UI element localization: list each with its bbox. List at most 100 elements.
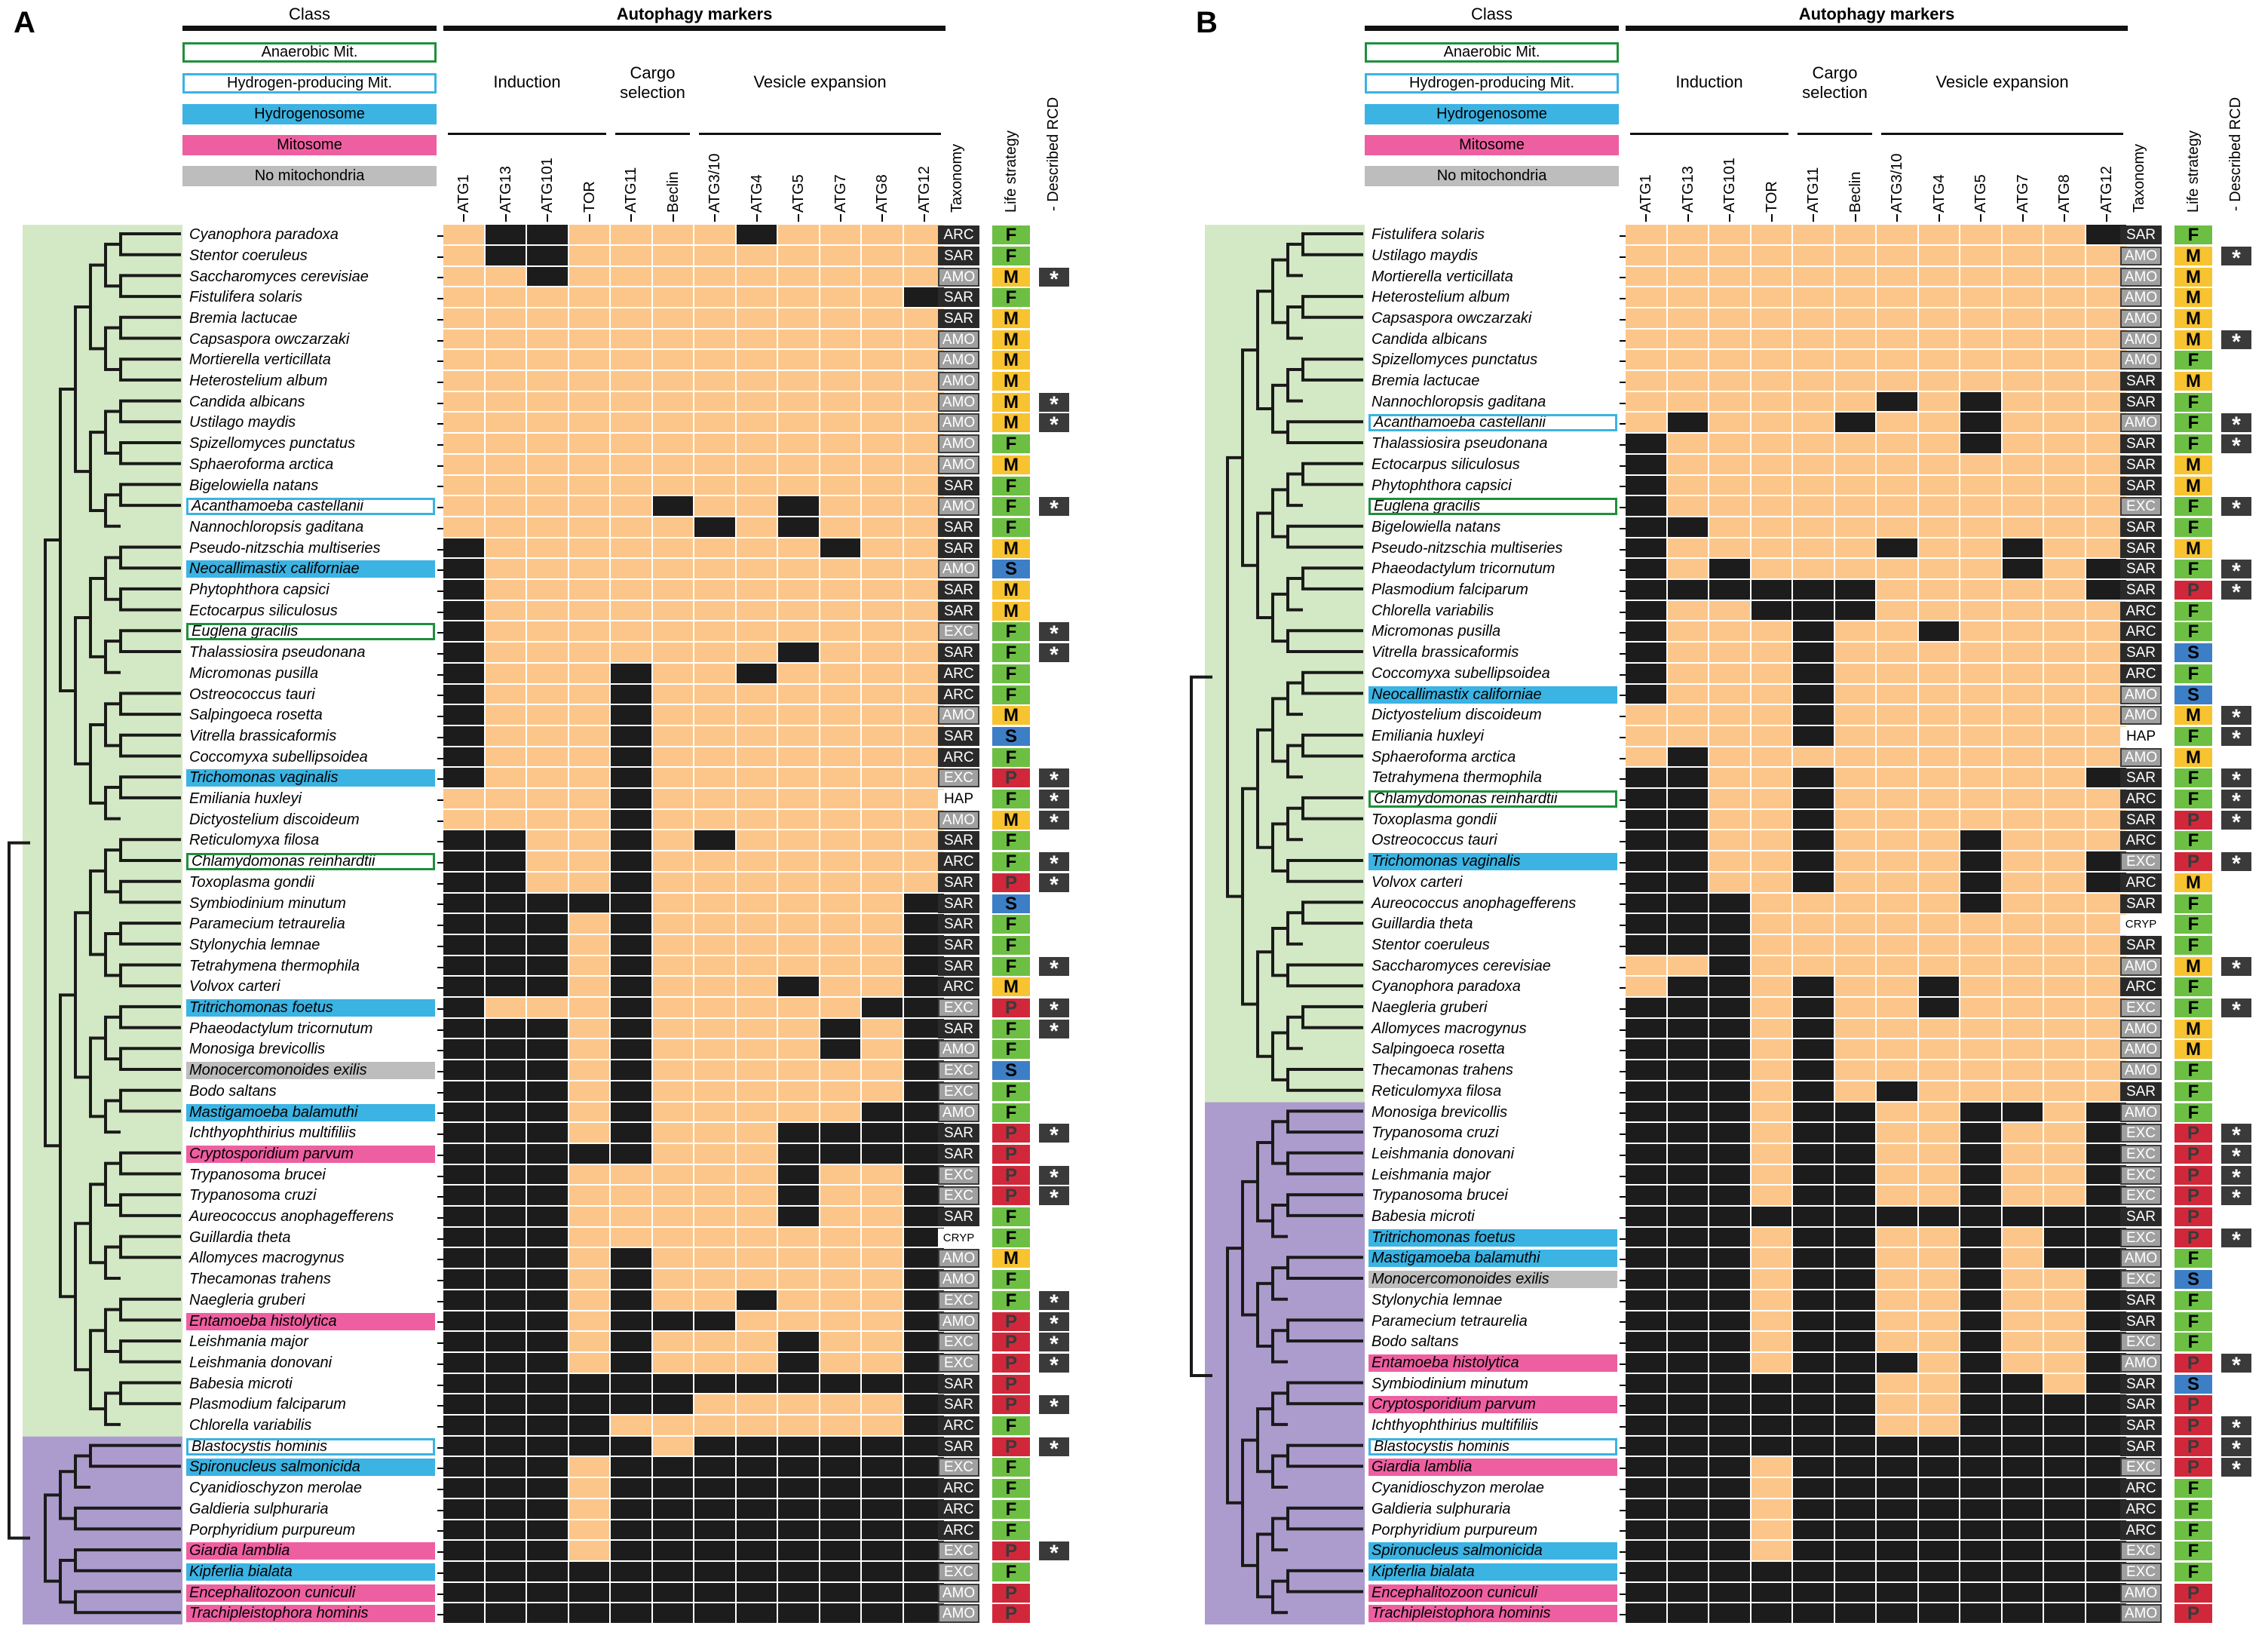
species-label: Tritrichomonas foetus	[186, 999, 435, 1017]
marker-cell	[611, 1143, 653, 1165]
marker-cell	[820, 1123, 862, 1144]
marker-cell	[611, 1248, 653, 1270]
life-strategy-badge: F	[992, 246, 1030, 265]
marker-cell	[1834, 643, 1877, 664]
taxonomy-badge: ARC	[938, 664, 979, 683]
described-rcd-marker: *	[2221, 434, 2251, 459]
marker-cell	[862, 1457, 904, 1479]
marker-cell	[694, 1269, 737, 1290]
marker-cell	[569, 1143, 611, 1165]
marker-cell	[736, 747, 778, 768]
marker-cell	[2044, 663, 2086, 685]
marker-cell	[736, 1561, 778, 1583]
marker-cell	[1626, 266, 1668, 288]
marker-cell	[1751, 434, 1793, 455]
marker-cell	[1960, 245, 2003, 267]
row-tick	[1620, 1321, 1626, 1324]
marker-cell	[1960, 1561, 2003, 1583]
species-label: Babesia microti	[1372, 1208, 1475, 1225]
marker-cell	[443, 496, 486, 517]
taxonomy-badge: SAR	[2120, 392, 2162, 412]
taxonomy-badge: EXC	[2120, 497, 2162, 517]
marker-cell	[1709, 413, 1752, 434]
life-strategy-badge: P	[2175, 1186, 2212, 1206]
marker-cell	[569, 1311, 611, 1333]
marker-cell	[485, 371, 527, 392]
taxonomy-badge: SAR	[2120, 538, 2162, 558]
marker-cell	[443, 1248, 486, 1270]
marker-cell	[1793, 621, 1835, 643]
marker-cell	[820, 1582, 862, 1604]
species-label: Thecamonas trahens	[1372, 1062, 1513, 1079]
marker-cell	[485, 1081, 527, 1103]
marker-cell	[778, 1102, 820, 1124]
marker-cell	[736, 371, 778, 392]
species-label: Cyanidioschyzon merolae	[189, 1480, 363, 1497]
marker-cell	[736, 725, 778, 747]
marker-cell	[862, 329, 904, 351]
taxonomy-badge: ARC	[938, 1416, 979, 1436]
marker-cell	[1960, 329, 2003, 351]
marker-cell	[611, 998, 653, 1019]
marker-cell	[1877, 1207, 1919, 1228]
taxonomy-badge: SAR	[938, 1124, 979, 1143]
marker-cell	[1626, 663, 1668, 685]
marker-cell	[1751, 308, 1793, 330]
species-label: Ostreococcus tauri	[189, 686, 315, 703]
taxonomy-badge: EXC	[2120, 1458, 2162, 1477]
marker-cell	[694, 1186, 737, 1207]
taxonomy-badge: EXC	[2120, 1186, 2162, 1206]
marker-cell	[1834, 1290, 1877, 1311]
marker-cell	[1877, 1102, 1919, 1124]
taxonomy-badge: SAR	[938, 915, 979, 934]
marker-cell	[569, 308, 611, 330]
marker-cell	[1877, 663, 1919, 685]
row-tick	[1620, 1572, 1626, 1574]
marker-cell	[527, 1018, 569, 1040]
autophagy-header: Autophagy markers	[616, 5, 773, 23]
marker-cell	[2002, 851, 2044, 873]
marker-cell	[862, 1081, 904, 1103]
marker-cell	[1751, 643, 1793, 664]
marker-cell	[862, 809, 904, 831]
marker-cell	[569, 956, 611, 977]
marker-cell	[1960, 1373, 2003, 1395]
marker-cell	[1960, 1060, 2003, 1081]
marker-cell	[694, 663, 737, 685]
marker-cell	[1834, 809, 1877, 831]
species-label: Thecamonas trahens	[189, 1271, 331, 1288]
taxonomy-badge: ARC	[2120, 622, 2162, 642]
row-tick	[437, 1300, 443, 1302]
marker-cell	[1751, 1060, 1793, 1081]
marker-cell	[569, 663, 611, 685]
marker-cell	[443, 454, 486, 476]
marker-cell	[485, 1394, 527, 1416]
marker-cell	[569, 914, 611, 935]
row-tick	[437, 486, 443, 488]
taxonomy-badge: EXC	[938, 1562, 979, 1581]
marker-cell	[1709, 1164, 1752, 1186]
marker-cell	[1793, 517, 1835, 538]
marker-cell	[485, 350, 527, 372]
taxonomy-badge: ARC	[938, 852, 979, 872]
marker-cell	[652, 643, 694, 664]
marker-cell	[1793, 1227, 1835, 1249]
legend-anaerobic-mit-: Anaerobic Mit.	[182, 42, 437, 63]
marker-cell	[527, 1102, 569, 1124]
taxonomy-badge: CRYP	[938, 1228, 979, 1247]
marker-cell	[1918, 977, 1960, 998]
marker-cell	[652, 747, 694, 768]
marker-cell	[611, 517, 653, 538]
species-label: Spironucleus salmonicida	[186, 1459, 435, 1477]
class-header-rule	[1365, 26, 1619, 31]
marker-cell	[820, 559, 862, 581]
marker-cell	[1960, 600, 2003, 622]
marker-cell	[1667, 893, 1709, 915]
marker-cell	[2044, 851, 2086, 873]
marker-cell	[2002, 1373, 2044, 1395]
taxonomy-badge: ARC	[2120, 601, 2162, 621]
life-strategy-badge: M	[992, 392, 1030, 412]
marker-cell	[1834, 245, 1877, 267]
marker-cell	[820, 496, 862, 517]
marker-cell	[611, 413, 653, 434]
